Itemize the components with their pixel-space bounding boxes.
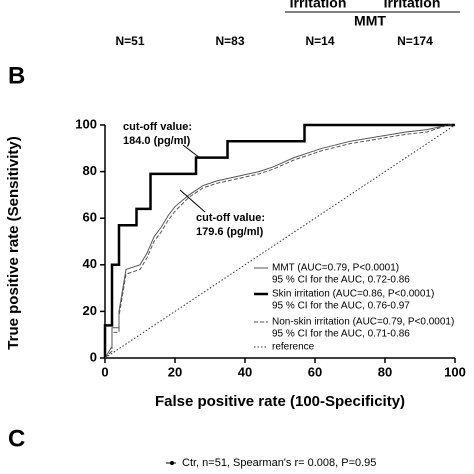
legend-text: Ctr, n=51, Spearman's r= 0.008, P=0.95 [182, 457, 376, 469]
roc-curve [103, 123, 455, 358]
y-tick-label: 0 [90, 349, 97, 364]
y-tick-label: 20 [83, 303, 97, 318]
legend-ci: 95 % CI for the AUC, 0.72-0.86 [272, 275, 410, 286]
y-axis-title: True positive rate (Sensitivity) [5, 136, 22, 349]
x-tick-label: 40 [238, 364, 252, 379]
y-tick-label: 100 [75, 116, 97, 131]
annotation: cut-off value: [123, 121, 192, 133]
y-tick-label: 40 [83, 256, 97, 271]
count: N=14 [305, 34, 334, 48]
roc-curve [104, 124, 456, 359]
count: N=83 [215, 34, 244, 48]
annotation: 184.0 (pg/ml) [123, 135, 191, 147]
legend-label: Skin irritation (AUC=0.86, P<0.0001) [272, 289, 434, 300]
legend-label: reference [272, 342, 315, 353]
x-axis-title: False positive rate (100-Specificity) [155, 393, 405, 410]
legend-ci: 95 % CI for the AUC, 0.76-0.97 [272, 301, 410, 312]
header: Irritation [384, 0, 441, 11]
legend-ci: 95 % CI for the AUC, 0.71-0.86 [272, 329, 410, 340]
roc-curve [104, 124, 455, 359]
panel-label: C [8, 425, 25, 452]
count: N=174 [397, 34, 433, 48]
count: N=51 [115, 34, 144, 48]
legend-label: Non-skin irritation (AUC=0.79, P<0.0001) [272, 317, 454, 328]
annotation-arrow [182, 144, 201, 159]
x-tick-label: 80 [378, 364, 392, 379]
header: Irritation [290, 0, 347, 11]
x-tick-label: 0 [101, 364, 108, 379]
panel-label: B [8, 62, 25, 89]
y-tick-label: 80 [83, 163, 97, 178]
annotation: 179.6 (pg/ml) [196, 226, 264, 238]
annotation-arrow [179, 189, 206, 213]
annotation: cut-off value: [196, 212, 265, 224]
group-label: MMT [354, 13, 386, 29]
x-tick-label: 60 [308, 364, 322, 379]
roc-curve [104, 124, 455, 359]
x-tick-label: 20 [168, 364, 182, 379]
x-tick-label: 100 [444, 364, 466, 379]
y-tick-label: 60 [83, 210, 97, 225]
legend-label: MMT (AUC=0.79, P<0.0001) [272, 263, 399, 274]
